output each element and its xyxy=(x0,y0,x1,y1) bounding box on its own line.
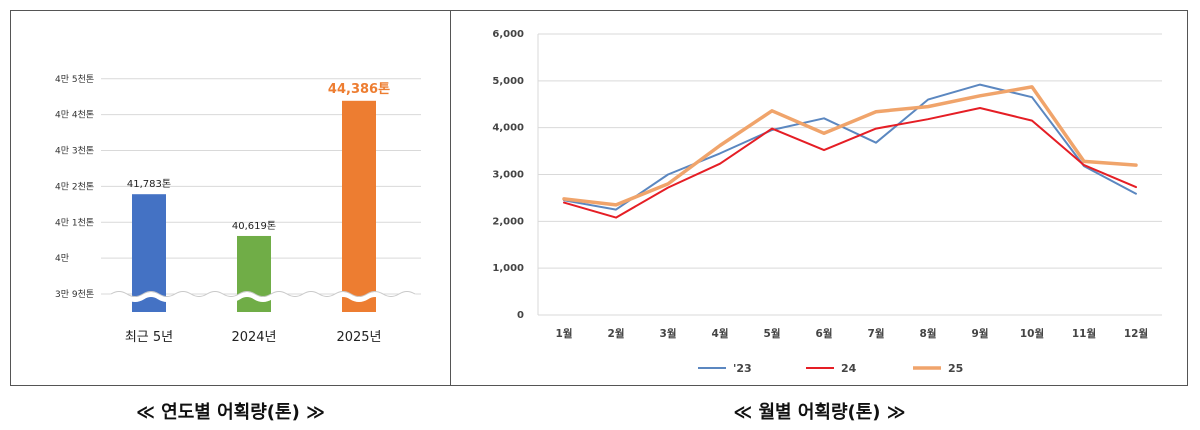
series-line xyxy=(563,107,1137,219)
monthly-catch-line-chart: 0 1,000 2,000 3,000 4,000 5,000 6,000 1월 2월 3월 4월 5… xyxy=(492,29,1162,375)
series-line xyxy=(562,85,1138,207)
legend-label: 25 xyxy=(948,362,963,375)
y-tick-label: 4,000 xyxy=(492,123,524,134)
monthly-catch-caption: ≪ 월별 어획량(톤) ≫ xyxy=(733,402,906,423)
y-tick-label: 4만 2천톤 xyxy=(55,181,94,192)
x-tick-label: 9월 xyxy=(972,327,989,340)
legend-label: '23 xyxy=(733,362,752,375)
x-tick-label: 12월 xyxy=(1124,327,1148,340)
x-tick-label: 6월 xyxy=(816,327,833,340)
y-tick-label: 5,000 xyxy=(492,76,524,87)
bar-value-label: 41,783톤 xyxy=(127,178,171,190)
bar-value-label: 40,619톤 xyxy=(232,220,276,232)
x-category-label: 2025년 xyxy=(336,330,381,345)
x-tick-label: 2월 xyxy=(608,327,625,340)
monthly-catch-chart-panel: 0 1,000 2,000 3,000 4,000 5,000 6,000 1월 2월 3월 4월 5… xyxy=(451,10,1188,386)
legend-label: 24 xyxy=(841,362,857,375)
x-tick-label: 8월 xyxy=(920,327,937,340)
annual-catch-bar-chart: 3만 9천톤 4만 4만 1천톤 4만 2천톤 4만 3천톤 4만 4천톤 4만 5천톤 41… xyxy=(55,74,421,345)
bar-value-label: 44,386톤 xyxy=(328,82,390,97)
bar xyxy=(342,100,376,312)
axis-break-line xyxy=(110,291,416,297)
x-tick-label: 3월 xyxy=(660,327,677,340)
y-tick-label: 2,000 xyxy=(492,216,524,227)
y-tick-label: 4만 4천톤 xyxy=(55,110,94,121)
x-tick-label: 1월 xyxy=(556,327,573,340)
y-tick-label: 4만 1천톤 xyxy=(55,217,94,228)
axis-break-mark xyxy=(109,292,417,302)
series-line xyxy=(563,83,1137,211)
y-tick-label: 3,000 xyxy=(492,170,524,181)
y-tick-label: 4만 5천톤 xyxy=(55,74,94,85)
annual-catch-caption: ≪ 연도별 어획량(톤) ≫ xyxy=(136,402,325,423)
x-tick-label: 4월 xyxy=(712,327,729,340)
annual-catch-chart-panel: 3만 9천톤 4만 4만 1천톤 4만 2천톤 4만 3천톤 4만 4천톤 4만 5천톤 41… xyxy=(10,10,451,386)
x-category-label: 2024년 xyxy=(231,330,276,345)
x-tick-label: 7월 xyxy=(868,327,885,340)
y-tick-label: 4만 3천톤 xyxy=(55,146,94,157)
y-tick-label: 4만 xyxy=(55,253,69,264)
y-tick-label: 3만 9천톤 xyxy=(55,289,94,300)
y-tick-label: 0 xyxy=(517,310,524,321)
x-category-label: 최근 5년 xyxy=(125,330,173,345)
x-tick-label: 11월 xyxy=(1072,327,1096,340)
y-tick-label: 1,000 xyxy=(492,263,524,274)
y-tick-label: 6,000 xyxy=(492,29,524,40)
x-tick-label: 5월 xyxy=(764,327,781,340)
x-tick-label: 10월 xyxy=(1020,327,1044,340)
